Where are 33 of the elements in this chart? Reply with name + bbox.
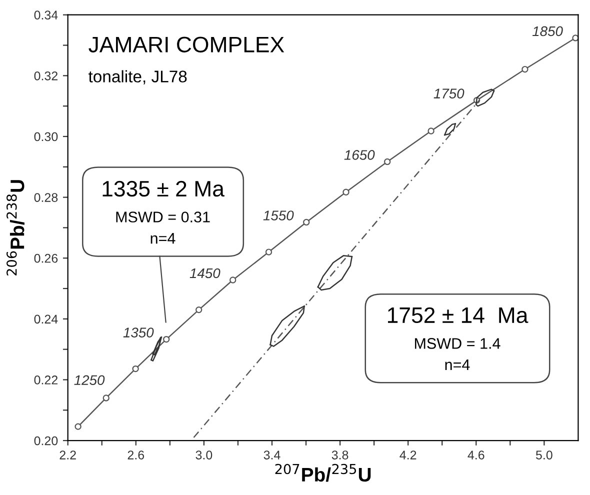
- x-tick-label: 3.8: [332, 450, 348, 460]
- y-tick-label: 0.30: [34, 132, 58, 142]
- text: tonalite, JL78: [88, 70, 187, 84]
- x-tick-label: 2.6: [128, 450, 144, 460]
- x-tick-label: 3.0: [196, 450, 212, 460]
- x-tick-label: 3.4: [264, 450, 280, 460]
- y-tick-label: 0.24: [34, 314, 58, 324]
- annotation: 1550: [263, 210, 294, 220]
- x-tick-label: 5.0: [536, 450, 552, 460]
- x-tick-label: 4.6: [468, 450, 484, 460]
- x-tick-label: 4.2: [400, 450, 416, 460]
- annotation: MSWD = 0.31: [116, 212, 210, 222]
- y-tick-label: 0.20: [34, 436, 58, 446]
- annotation: 1450: [190, 268, 220, 278]
- annotation: 1250: [74, 375, 105, 386]
- annotation: 1750: [434, 88, 464, 98]
- annotation: 1850: [532, 26, 563, 36]
- y-tick-label: 0.28: [34, 193, 58, 202]
- annotation: 1335 ± 2 Ma: [102, 180, 224, 197]
- text: JAMARI COMPLEX: [88, 36, 284, 52]
- y-tick-label: 0.32: [34, 71, 58, 80]
- x-axis-title: $^{207}$Pb/$^{235}$U: [275, 464, 371, 482]
- annotation: 1650: [344, 150, 375, 160]
- y-tick-label: 0.26: [34, 254, 58, 263]
- y-tick-label: 0.34: [34, 10, 58, 20]
- annotation: n=4: [445, 359, 470, 370]
- annotation: n=4: [150, 233, 176, 244]
- x-tick-label: 2.2: [60, 450, 76, 460]
- annotation: MSWD = 1.4: [414, 338, 500, 349]
- y-tick-label: 0.22: [34, 376, 58, 384]
- annotation: 1752 ± 14 Ma: [388, 307, 528, 324]
- y-axis-title: $^{206}$Pb/$^{238}$U: [6, 180, 24, 276]
- annotation: 1350: [123, 328, 154, 338]
